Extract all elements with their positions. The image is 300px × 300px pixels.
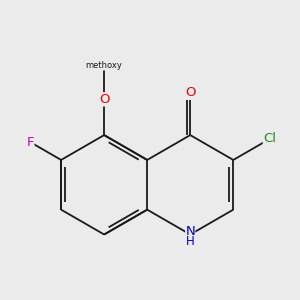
- Text: H: H: [186, 236, 195, 248]
- Text: F: F: [26, 136, 34, 148]
- Text: methoxy: methoxy: [86, 61, 123, 70]
- Text: O: O: [185, 86, 196, 99]
- Text: Cl: Cl: [263, 132, 276, 145]
- Text: N: N: [185, 225, 195, 238]
- Text: O: O: [99, 93, 110, 106]
